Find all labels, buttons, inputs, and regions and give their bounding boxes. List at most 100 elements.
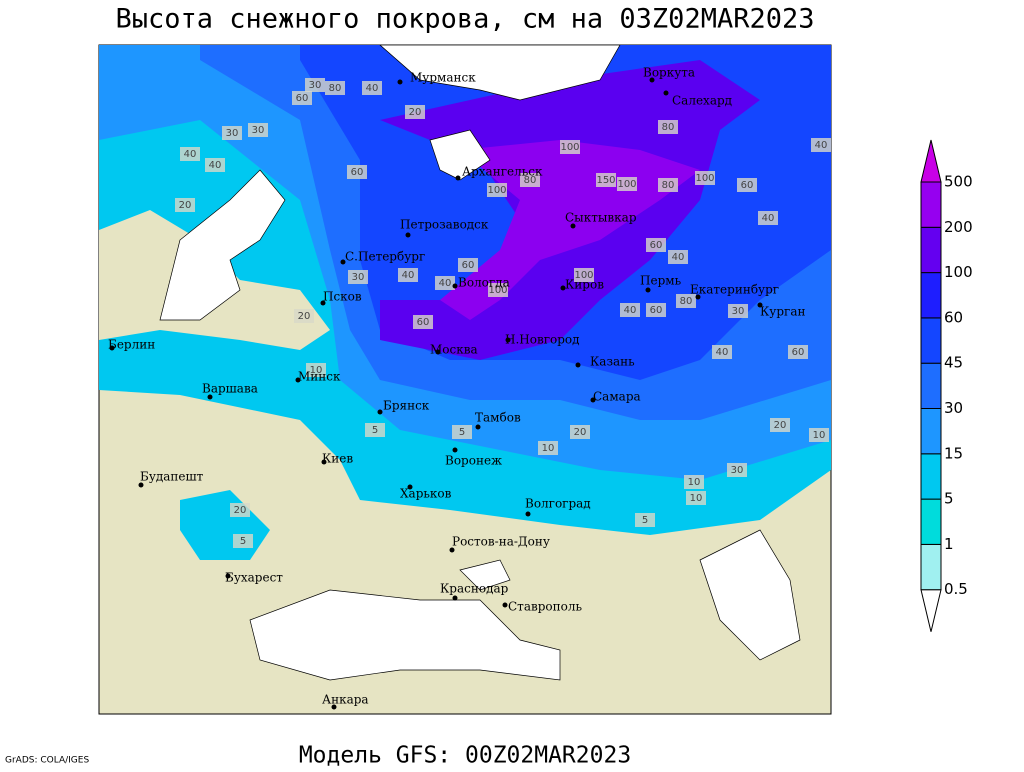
contour-label: 40 [209, 160, 222, 171]
colorbar-label: 60 [944, 308, 963, 326]
city-label: Псков [323, 290, 362, 304]
city-label: Н.Новгород [505, 333, 580, 347]
contour-label-box [695, 171, 715, 185]
city-dot [225, 573, 231, 579]
contour-label-box [570, 425, 590, 439]
contour-label-box [180, 147, 200, 161]
contour-label: 60 [351, 167, 364, 178]
contour-label-box [230, 503, 250, 517]
colorbar-segment [920, 317, 942, 364]
contour-label: 60 [650, 240, 663, 251]
contour-label: 20 [409, 107, 422, 118]
city-label: Варшава [202, 382, 258, 396]
contour-label-box [788, 345, 808, 359]
contour-label-box [684, 475, 704, 489]
contour-label: 60 [296, 93, 309, 104]
contour-label-box [248, 123, 268, 137]
contour-label-box [405, 105, 425, 119]
contour-label-box [435, 276, 455, 290]
city-dot [449, 547, 455, 553]
contour-label-box [574, 268, 594, 282]
colorbar-label: 30 [944, 399, 963, 417]
contour-label-box [668, 250, 688, 264]
colorbar-label: 0.5 [944, 580, 968, 598]
colorbar-label: 5 [944, 490, 954, 508]
city-label: Киев [322, 452, 353, 466]
contour-label-box [658, 120, 678, 134]
city-dot [695, 294, 701, 300]
contour-label-box [560, 140, 580, 154]
colorbar-label: 15 [944, 444, 963, 462]
contour-label-box [413, 315, 433, 329]
city-label: Ростов-на-Дону [452, 535, 550, 549]
contour-label-box [452, 425, 472, 439]
contour-label: 40 [762, 213, 775, 224]
contour-label: 100 [487, 185, 506, 196]
city-dot [525, 511, 531, 517]
contour-label: 60 [792, 347, 805, 358]
contour-label-box [712, 345, 732, 359]
city-dot [405, 232, 411, 238]
contour-label: 60 [650, 305, 663, 316]
contour-label: 20 [774, 420, 787, 431]
contour-label: 20 [179, 200, 192, 211]
colorbar-segment [920, 453, 942, 500]
contour-label-box [347, 165, 367, 179]
contour-label: 5 [642, 515, 648, 526]
city-dot [109, 345, 115, 351]
colorbar-segment [920, 181, 942, 228]
contour-label-box [222, 126, 242, 140]
contour-label: 150 [596, 175, 615, 186]
contour-label: 5 [459, 427, 465, 438]
city-dot [475, 424, 481, 430]
contour-label-box [294, 309, 314, 323]
city-label: Архангельск [462, 165, 543, 179]
city-dot [320, 300, 326, 306]
city-label: Самара [593, 390, 641, 404]
contour-label: 20 [298, 311, 311, 322]
city-dot [397, 79, 403, 85]
city-label: Минск [298, 370, 341, 384]
city-dot [452, 447, 458, 453]
city-label: Харьков [400, 487, 452, 501]
contour-label: 80 [680, 296, 693, 307]
city-label: Петрозаводск [400, 218, 489, 232]
city-label: Екатеринбург [690, 283, 779, 297]
contour-label: 20 [234, 505, 247, 516]
city-label: С.Петербург [345, 250, 425, 264]
contour-label: 30 [731, 465, 744, 476]
contour-label-box [233, 534, 253, 548]
contour-label: 80 [662, 180, 675, 191]
colorbar-segment [920, 272, 942, 319]
contour-label-box [809, 428, 829, 442]
contour-label: 40 [716, 347, 729, 358]
contour-label: 100 [695, 173, 714, 184]
contour-label: 30 [352, 272, 365, 283]
contour-label: 60 [462, 260, 475, 271]
contour-label-box [325, 81, 345, 95]
city-dot [560, 285, 566, 291]
city-label: Берлин [108, 338, 155, 352]
city-label: Салехард [672, 94, 732, 108]
contour-label-box [737, 178, 757, 192]
city-dot [502, 602, 508, 608]
contour-label-box [596, 173, 616, 187]
contour-label: 10 [310, 365, 323, 376]
city-dot [649, 77, 655, 83]
city-dot [663, 90, 669, 96]
contour-label-box [676, 294, 696, 308]
contour-label: 30 [226, 128, 239, 139]
contour-label-box [398, 268, 418, 282]
city-label: Пермь [640, 274, 682, 288]
contour-label: 40 [184, 149, 197, 160]
contour-label-box [728, 304, 748, 318]
contour-label: 40 [402, 270, 415, 281]
city-dot [757, 302, 763, 308]
city-dot [435, 349, 441, 355]
contour-label-box [458, 258, 478, 272]
city-dot [505, 337, 511, 343]
city-dot [377, 409, 383, 415]
city-label: Москва [430, 343, 478, 357]
city-dot [452, 283, 458, 289]
